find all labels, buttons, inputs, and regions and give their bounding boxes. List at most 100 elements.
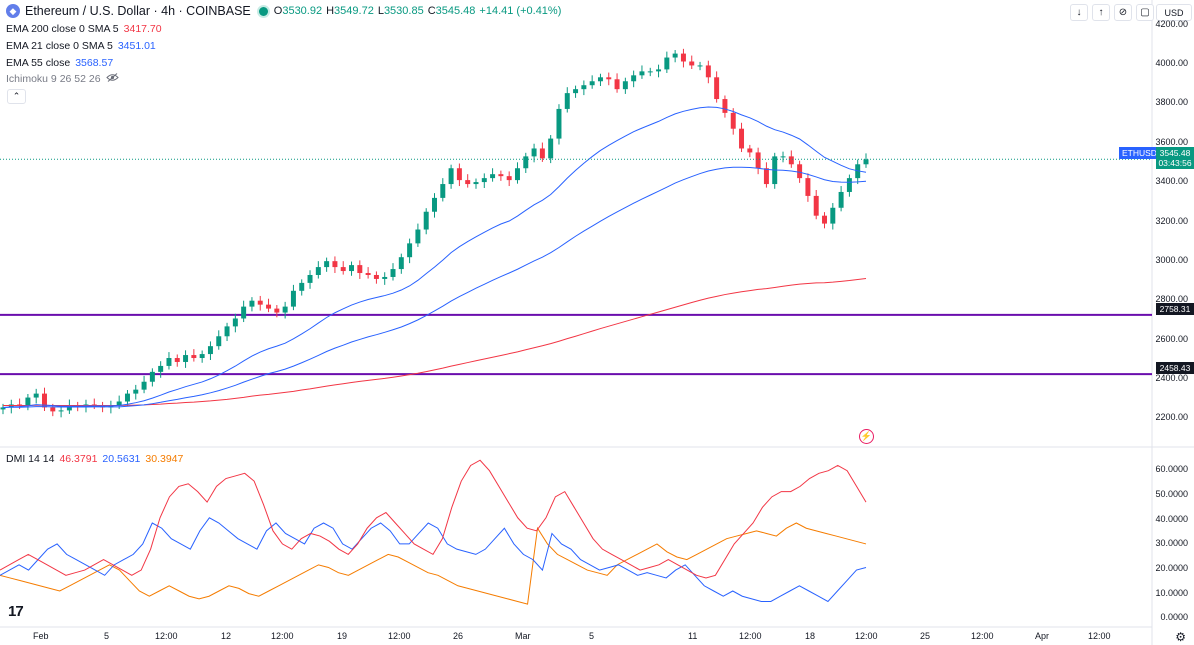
candle-body: [797, 164, 803, 179]
candle-body: [183, 355, 189, 362]
ohlc-high: H3549.72: [326, 5, 374, 17]
candle-body: [407, 243, 413, 258]
candle-body: [838, 191, 844, 208]
candle-body: [730, 112, 736, 129]
price-tick: 3800.00: [1155, 97, 1188, 107]
candle-body: [631, 75, 637, 82]
candle-body: [133, 389, 139, 394]
time-tick: 12:00: [271, 631, 294, 641]
candle-body: [763, 168, 769, 185]
candle-body: [490, 174, 496, 179]
candle-body: [390, 269, 396, 277]
candle-body: [124, 393, 130, 402]
minus-di-line: [0, 517, 867, 603]
time-tick: Mar: [515, 631, 531, 641]
level-tag-lower: 2458.43: [1156, 362, 1194, 374]
candle-body: [25, 397, 31, 406]
dmi-tick: 10.0000: [1155, 588, 1188, 598]
price-tick: 3600.00: [1155, 137, 1188, 147]
candle-body: [274, 308, 280, 313]
move-up-button[interactable]: ↑: [1092, 4, 1110, 21]
candle-body: [614, 79, 620, 90]
candle-body: [199, 354, 205, 359]
candle-body: [539, 148, 545, 159]
candle-body: [257, 300, 263, 305]
candle-body: [249, 300, 255, 307]
move-down-button[interactable]: ↓: [1070, 4, 1088, 21]
currency-selector[interactable]: USD: [1156, 4, 1192, 21]
candle-body: [481, 178, 487, 183]
time-tick: 5: [589, 631, 595, 641]
time-tick: 12:00: [739, 631, 762, 641]
pane-controls: ↓ ↑ ⊘ ▢: [1070, 4, 1154, 21]
maximize-button[interactable]: ▢: [1136, 4, 1154, 21]
time-tick: Apr: [1035, 631, 1050, 641]
candle-body: [722, 99, 728, 113]
candle-body: [647, 71, 653, 73]
last-price-tag: 3545.48: [1156, 147, 1194, 159]
candle-body: [191, 355, 197, 359]
ema21-line: [2, 106, 867, 408]
reset-button[interactable]: ⊘: [1114, 4, 1132, 21]
price-tick: 2400.00: [1155, 373, 1188, 383]
candle-body: [747, 148, 753, 153]
candle-body: [365, 273, 371, 275]
candle-body: [357, 265, 363, 274]
candle-body: [315, 267, 321, 275]
candle-body: [166, 358, 172, 366]
candle-body: [141, 381, 147, 390]
symbol-title[interactable]: Ethereum / U.S. Dollar · 4h · COINBASE: [25, 4, 251, 18]
candle-body: [324, 261, 330, 268]
time-tick: 25: [920, 631, 931, 641]
candle-body: [456, 168, 462, 181]
flash-icon[interactable]: ⚡: [859, 429, 874, 444]
indicator-ichimoku[interactable]: Ichimoku 9 26 52 26: [6, 73, 119, 85]
candle-body: [241, 306, 247, 319]
candle-body: [465, 180, 471, 185]
ema55-line: [2, 166, 867, 408]
indicator-ema21[interactable]: EMA 21 close 0 SMA 5 3451.01: [6, 40, 156, 52]
candle-body: [589, 81, 595, 86]
time-tick: 12: [221, 631, 232, 641]
time-tick: 11: [688, 631, 698, 641]
dmi-tick: 40.0000: [1155, 514, 1188, 524]
indicator-ema55[interactable]: EMA 55 close 3568.57: [6, 57, 114, 69]
candle-body: [440, 184, 446, 198]
time-tick: 5: [104, 631, 110, 641]
candle-body: [232, 318, 238, 327]
candle-body: [788, 156, 794, 165]
candle-body: [473, 182, 479, 185]
candle-body: [622, 81, 628, 90]
candle-body: [672, 53, 678, 58]
candle-body: [373, 274, 379, 279]
candle-body: [606, 77, 612, 80]
candle-body: [0, 407, 6, 410]
indicator-ema200[interactable]: EMA 200 close 0 SMA 5 3417.70: [6, 23, 162, 35]
candle-body: [224, 326, 230, 337]
candle-body: [564, 93, 570, 109]
candle-body: [548, 138, 554, 159]
candle-body: [432, 197, 437, 212]
tradingview-logo[interactable]: 17: [8, 603, 24, 620]
candle-body: [116, 401, 122, 406]
candle-body: [739, 128, 745, 149]
candle-body: [556, 108, 562, 139]
time-tick: 19: [337, 631, 348, 641]
candle-body: [216, 336, 222, 347]
dmi-tick: 60.0000: [1155, 464, 1188, 474]
collapse-legend-button[interactable]: ⌃: [7, 89, 26, 104]
dmi-legend[interactable]: DMI 14 14 46.3791 20.5631 30.3947: [6, 453, 184, 465]
candle-body: [597, 77, 603, 82]
candle-body: [299, 282, 305, 291]
candle-body: [863, 159, 869, 165]
hidden-eye-icon[interactable]: [105, 73, 119, 85]
candle-body: [755, 152, 761, 169]
candle-body: [498, 174, 504, 177]
candle-body: [846, 178, 852, 192]
candle-body: [332, 261, 338, 268]
candle-body: [689, 61, 695, 66]
candle-body: [813, 195, 819, 216]
settings-gear-icon[interactable]: ⚙: [1175, 630, 1186, 644]
price-tick: 3200.00: [1155, 216, 1188, 226]
